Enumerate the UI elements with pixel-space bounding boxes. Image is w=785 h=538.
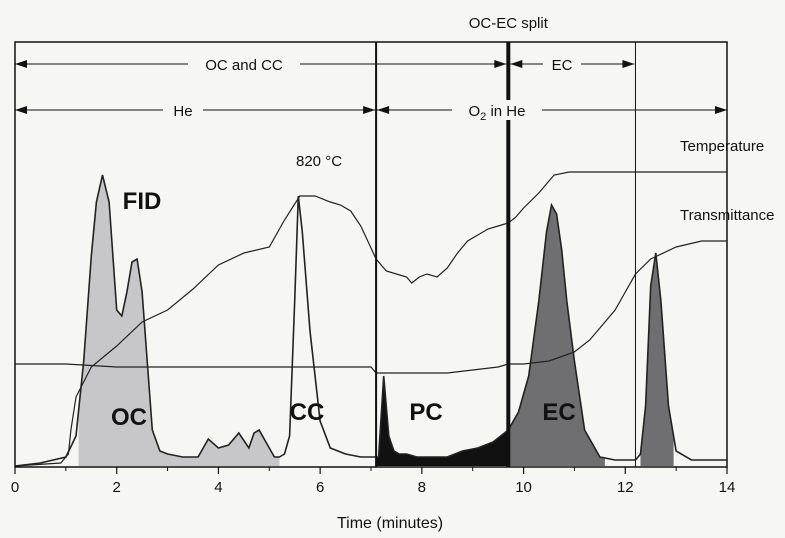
he-arrow-head-right [363,106,376,114]
o2-in-he-label: O2 in He [469,103,526,123]
ec-arrow-head-left [510,60,523,68]
he-label: He [173,103,192,120]
oc-label: OC [111,404,147,431]
ec-arrow-head-right [622,60,635,68]
o2-in-he-arrow-head-left [377,106,390,114]
he-arrow-head-left [15,106,27,114]
fid-label: FID [123,188,162,215]
o2-suffix: in He [486,103,525,120]
label-backdrop [543,54,581,74]
o2-symbol: O [469,103,481,120]
label-backdrop [163,100,203,120]
x-axis-title: Time (minutes) [337,515,443,532]
x-tick-label: 2 [113,479,121,496]
oc-and-cc-arrow-head-left [15,60,27,68]
x-tick-label: 8 [418,479,426,496]
ec-label: EC [542,399,575,426]
ec-area [508,205,605,466]
temperature-label: Temperature [680,138,764,155]
cc-label: CC [290,399,325,426]
fid-line [14,174,727,467]
temperature-line [14,171,727,467]
pc-area [376,376,509,466]
transmittance-line [15,240,727,374]
x-tick-label: 4 [214,479,222,496]
x-tick-label: 12 [617,479,634,496]
transmittance-label: Transmittance [680,207,774,224]
pc-label: PC [409,399,442,426]
ec-range-label: EC [552,57,573,74]
transmittance-peak-area [640,253,674,466]
label-backdrop [452,100,542,120]
label-backdrop [188,54,300,74]
x-tick-label: 6 [316,479,324,496]
oc-area [78,175,280,466]
oc-ec-split-label: OC-EC split [469,15,549,32]
oc-and-cc-arrow-head-right [494,60,507,68]
x-tick-label: 10 [515,479,532,496]
peak-temperature-label: 820 °C [296,153,342,170]
oc-and-cc-label: OC and CC [205,57,283,74]
o2-in-he-arrow-head-right [715,106,727,114]
x-tick-label: 0 [11,479,19,496]
o2-subscript: 2 [480,111,486,123]
x-tick-label: 14 [719,479,736,496]
